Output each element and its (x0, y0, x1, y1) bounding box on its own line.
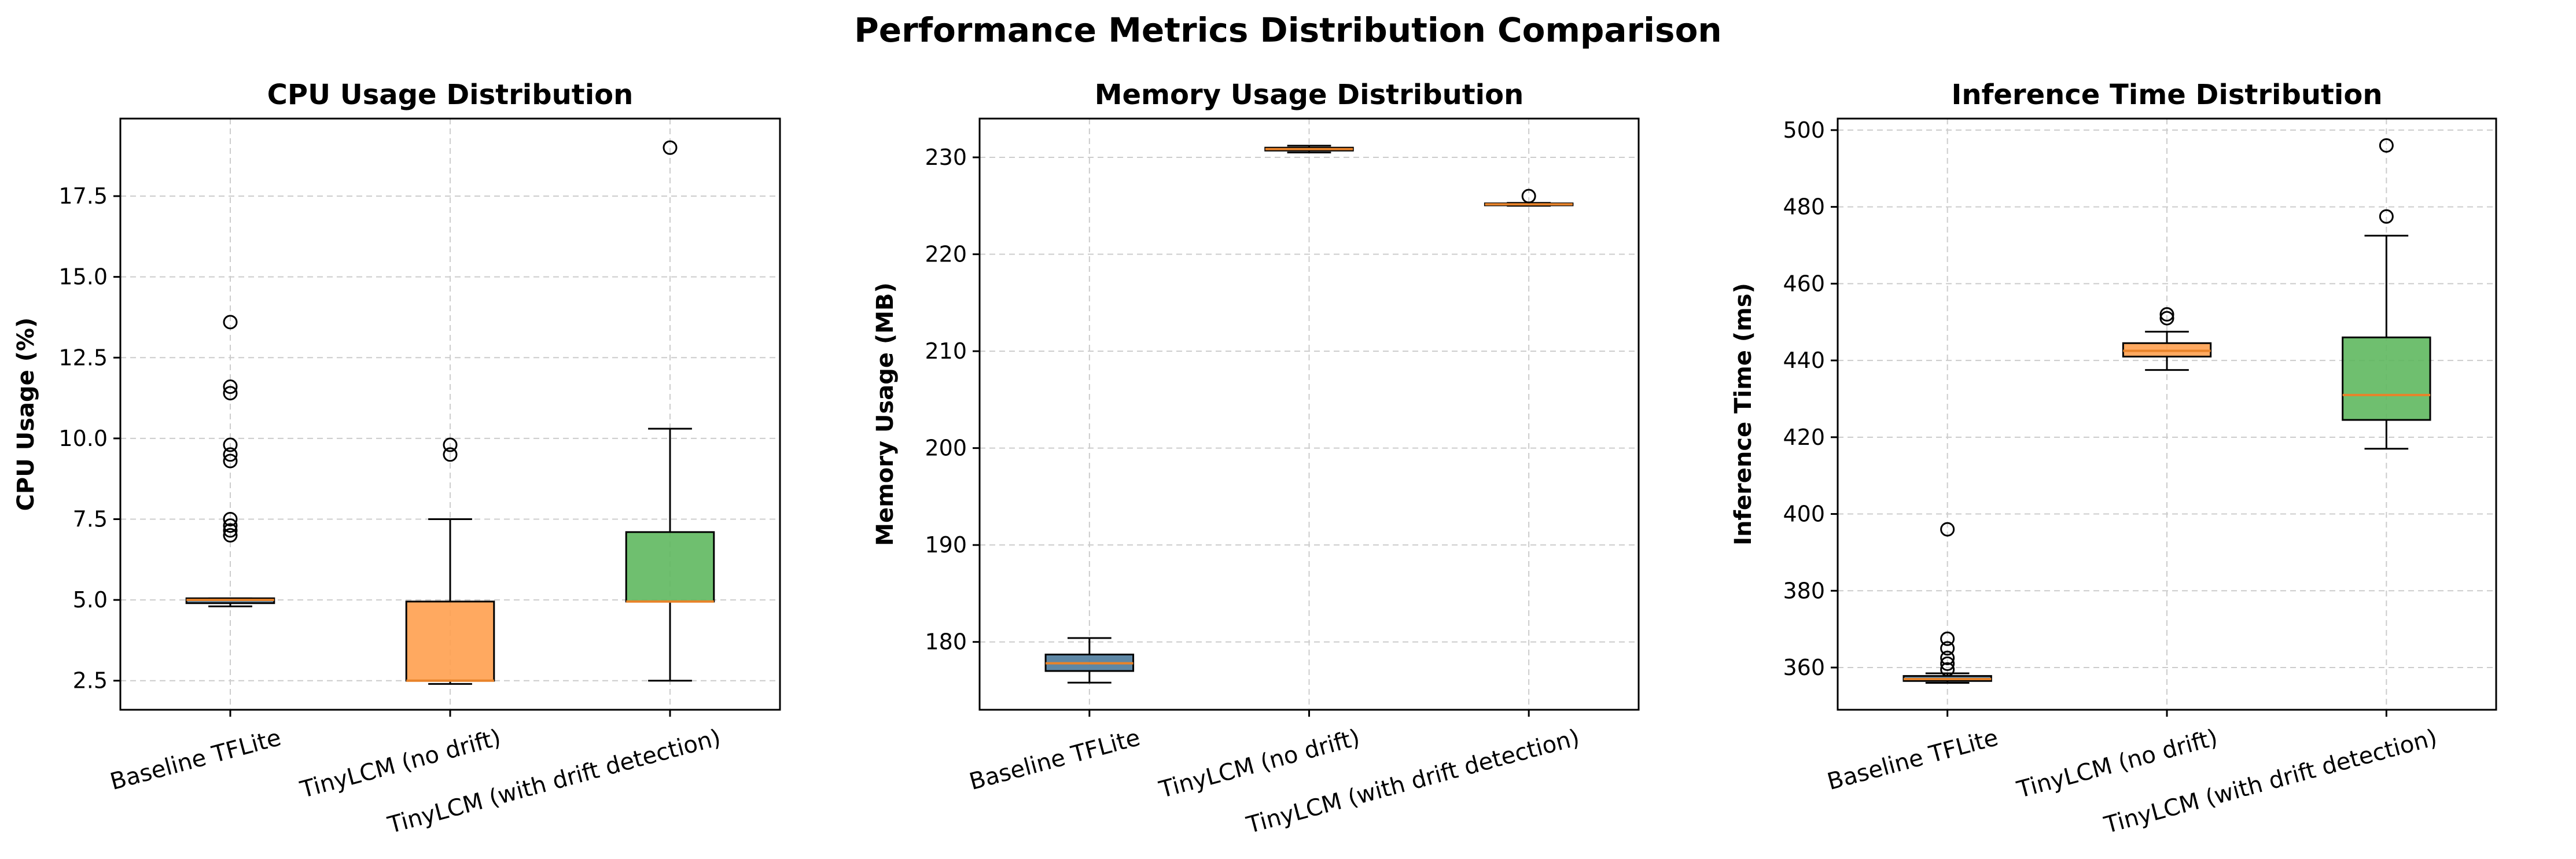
outlier-point (223, 315, 238, 330)
outlier-point (443, 447, 458, 462)
y-tick-label: 220 (925, 242, 967, 267)
y-axis-label: Memory Usage (MB) (872, 282, 899, 546)
outlier-point (2379, 138, 2394, 153)
y-tick-label: 180 (925, 629, 967, 655)
y-tick-label: 360 (1783, 655, 1825, 680)
box-baseline-tflite (1902, 522, 1992, 684)
outlier-point (663, 140, 678, 155)
outlier-point (1940, 522, 1955, 537)
y-axis-label: CPU Usage (%) (13, 318, 39, 511)
outlier-point (1940, 656, 1955, 671)
y-tick-label: 380 (1783, 578, 1825, 603)
x-tick-label-baseline-tflite: Baseline TFLite (108, 724, 284, 795)
outlier-point (1521, 189, 1536, 204)
y-tick-label: 460 (1783, 271, 1825, 296)
outlier-point (2159, 311, 2174, 326)
y-tick-label: 5.0 (73, 587, 108, 613)
panel-title: Memory Usage Distribution (1095, 79, 1524, 111)
outlier-point (223, 386, 238, 401)
y-tick-label: 190 (925, 532, 967, 558)
box-tinylcm-with-drift-detection (625, 140, 715, 682)
outlier-point (223, 447, 238, 462)
box-baseline-tflite (1044, 637, 1135, 684)
y-axis-label: Inference Time (ms) (1730, 283, 1757, 545)
box-tinylcm-no-drift (2122, 307, 2212, 371)
x-tick-label-baseline-tflite: Baseline TFLite (1824, 724, 2001, 795)
outlier-point (1940, 631, 1955, 646)
outlier-point (223, 437, 238, 452)
outlier-point (223, 528, 238, 543)
y-tick-label: 480 (1783, 194, 1825, 220)
box-iqr (2342, 336, 2431, 421)
box-iqr (405, 600, 495, 682)
chart-panel-1: 2.5 5.0 7.5 10.0 12.5 15.0 17.5 Baseline TFLite… (13, 79, 781, 839)
box-tinylcm-with-drift-detection (1484, 189, 1574, 207)
y-tick-label: 420 (1783, 425, 1825, 450)
outlier-point (1940, 641, 1955, 656)
y-tick-label: 230 (925, 145, 967, 170)
y-tick-label: 2.5 (73, 668, 108, 694)
y-tick-label: 500 (1783, 117, 1825, 143)
y-tick-label: 440 (1783, 348, 1825, 373)
outlier-point (223, 518, 238, 533)
outlier-point (2379, 209, 2394, 224)
y-tick-label: 12.5 (58, 345, 108, 370)
y-tick-label: 400 (1783, 502, 1825, 527)
box-tinylcm-no-drift (405, 437, 495, 685)
box-baseline-tflite (185, 315, 275, 607)
box-iqr (625, 531, 715, 603)
y-tick-label: 10.0 (58, 426, 108, 451)
outlier-point (223, 512, 238, 527)
outlier-point (223, 523, 238, 538)
box-tinylcm-no-drift (1264, 145, 1354, 154)
y-tick-label: 7.5 (73, 507, 108, 532)
figure-title: Performance Metrics Distribution Compari… (854, 10, 1722, 50)
outlier-point (223, 454, 238, 469)
y-tick-label: 210 (925, 338, 967, 364)
panel-title: Inference Time Distribution (1951, 79, 2382, 111)
outlier-point (2159, 307, 2174, 322)
outlier-point (223, 379, 238, 395)
outlier-point (1940, 650, 1955, 665)
y-tick-label: 200 (925, 436, 967, 461)
box-tinylcm-with-drift-detection (2342, 138, 2431, 450)
y-tick-label: 15.0 (58, 264, 108, 290)
y-tick-label: 17.5 (58, 183, 108, 209)
panel-title: CPU Usage Distribution (267, 79, 634, 111)
x-tick-label-baseline-tflite: Baseline TFLite (966, 724, 1143, 795)
outlier-point (1940, 662, 1955, 677)
outlier-point (443, 437, 458, 452)
